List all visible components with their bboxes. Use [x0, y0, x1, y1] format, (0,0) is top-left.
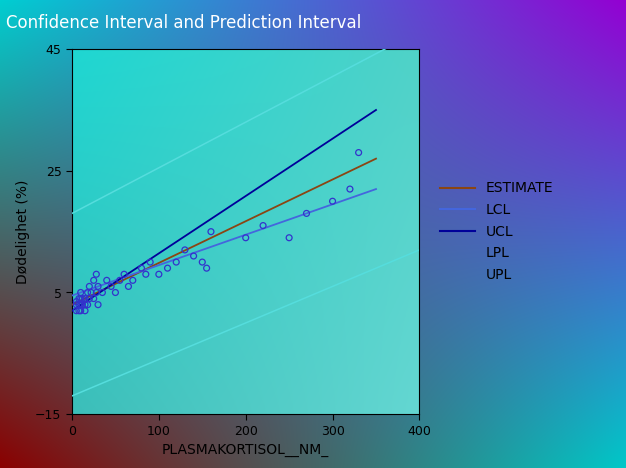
Point [302, 210, 312, 217]
Point [93, 301, 103, 308]
Point [123, 283, 133, 290]
Point [93, 283, 103, 290]
Point [101, 277, 112, 284]
Point [80, 295, 90, 302]
Point [119, 271, 129, 278]
Point [345, 185, 355, 193]
Point [74, 307, 84, 314]
Point [74, 295, 84, 302]
Point [83, 289, 93, 296]
Point [80, 307, 90, 314]
Point [180, 246, 190, 254]
Point [327, 197, 337, 205]
Point [154, 271, 164, 278]
Point [141, 271, 151, 278]
Point [284, 234, 294, 241]
Point [110, 289, 120, 296]
Point [74, 301, 84, 308]
Point [206, 228, 216, 235]
Point [89, 295, 99, 302]
Point [86, 289, 96, 296]
Point [85, 295, 95, 302]
Point [128, 277, 138, 284]
Point [76, 289, 86, 296]
Point [171, 258, 182, 266]
Point [80, 301, 90, 308]
Point [354, 149, 364, 156]
Y-axis label: Dødelighet (%): Dødelighet (%) [16, 179, 29, 284]
Point [76, 307, 86, 314]
Point [76, 301, 86, 308]
Point [240, 234, 250, 241]
Point [115, 277, 125, 284]
Point [83, 301, 93, 308]
Point [71, 298, 81, 305]
X-axis label: PLASMAKORTISOL__NM_: PLASMAKORTISOL__NM_ [162, 443, 329, 457]
Point [91, 271, 101, 278]
Point [71, 301, 81, 308]
Point [71, 307, 81, 314]
Text: Confidence Interval and Prediction Interval: Confidence Interval and Prediction Inter… [6, 14, 361, 32]
Point [91, 289, 101, 296]
Point [145, 258, 155, 266]
Legend: ESTIMATE, LCL, UCL, LPL, UPL: ESTIMATE, LCL, UCL, LPL, UPL [440, 182, 554, 282]
Point [76, 295, 86, 302]
Point [106, 283, 116, 290]
Point [163, 264, 173, 272]
Point [258, 222, 268, 229]
Point [197, 258, 207, 266]
Point [78, 295, 88, 302]
Point [136, 264, 146, 272]
Point [89, 277, 99, 284]
Point [78, 301, 88, 308]
Point [202, 264, 212, 272]
Point [85, 283, 95, 290]
Point [188, 252, 198, 260]
Point [98, 289, 108, 296]
